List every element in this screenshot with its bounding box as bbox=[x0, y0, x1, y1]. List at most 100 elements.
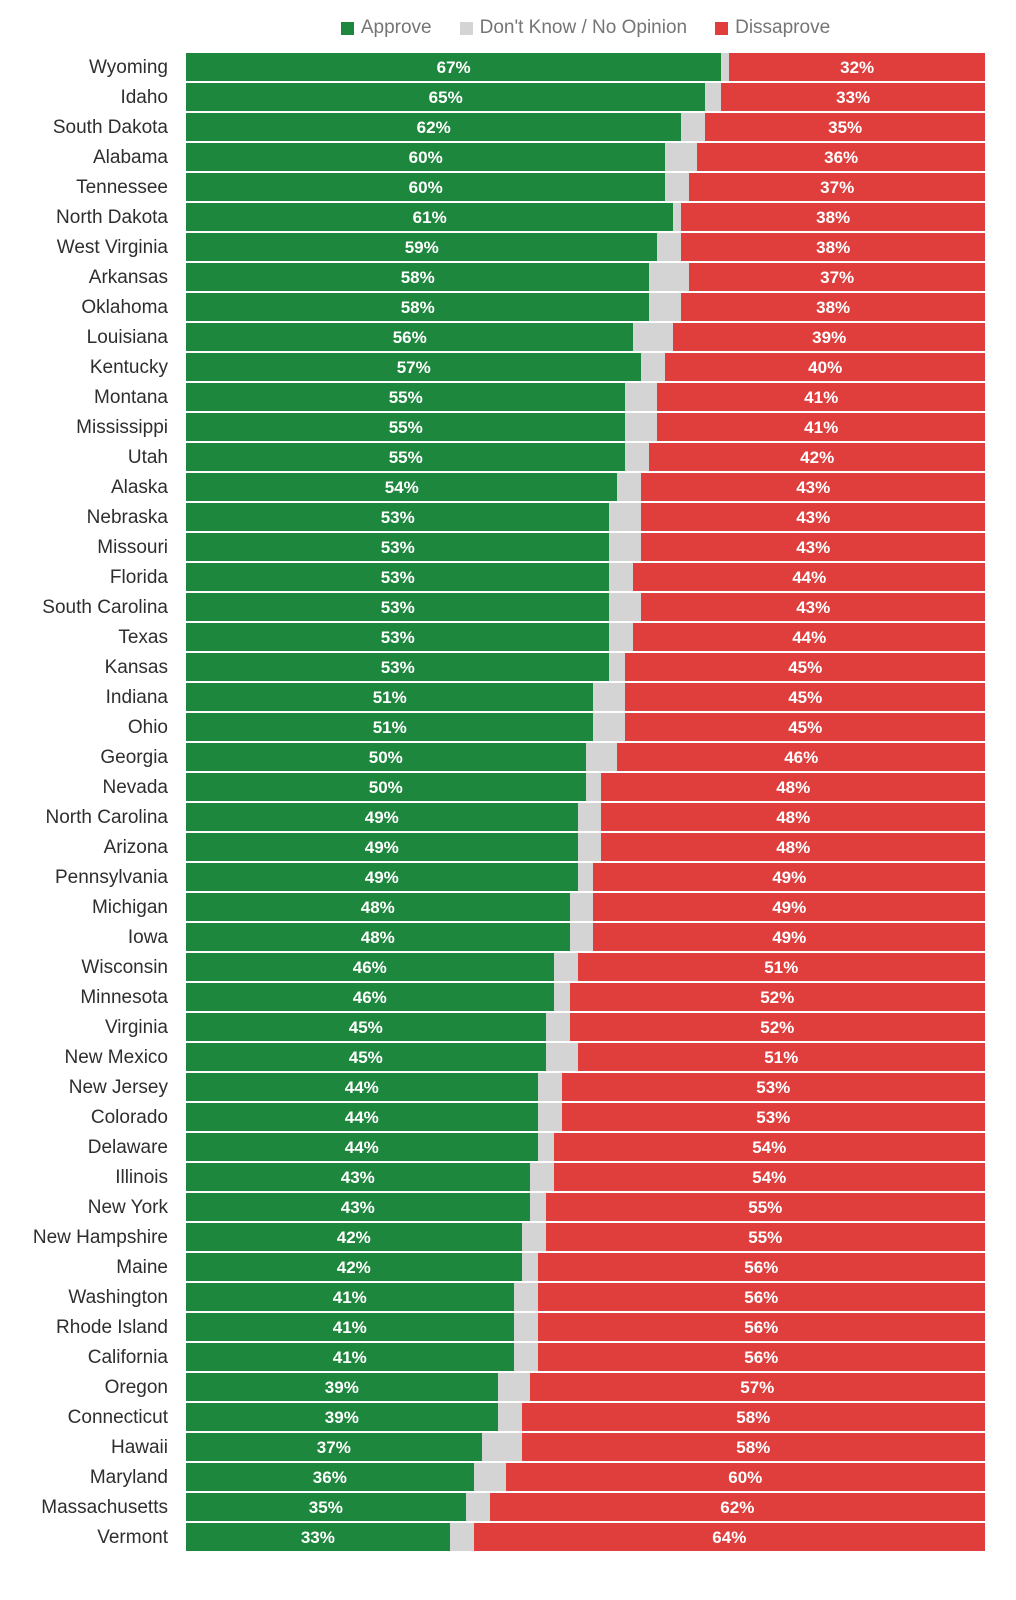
state-row: Maryland 36% 60% bbox=[0, 1462, 985, 1492]
state-label: Louisiana bbox=[86, 326, 168, 348]
state-bar: 57% 40% bbox=[186, 353, 985, 381]
disapprove-bar-segment: 49% bbox=[593, 863, 985, 891]
disapprove-bar-segment: 43% bbox=[641, 593, 985, 621]
disapprove-bar-segment: 51% bbox=[577, 953, 985, 981]
dont-know-bar-segment bbox=[665, 173, 690, 201]
dont-know-bar-segment bbox=[481, 1433, 522, 1461]
approve-value: 43% bbox=[340, 1167, 375, 1187]
disapprove-value: 49% bbox=[772, 927, 807, 947]
state-approval-chart: Approve Don't Know / No Opinion Dissapro… bbox=[0, 0, 1016, 1552]
disapprove-bar-segment: 51% bbox=[577, 1043, 985, 1071]
approve-bar-segment: 58% bbox=[186, 293, 650, 321]
state-bar: 65% 33% bbox=[186, 83, 985, 111]
approve-bar-segment: 53% bbox=[186, 563, 610, 591]
approve-bar-segment: 55% bbox=[186, 383, 626, 411]
dont-know-bar-segment bbox=[625, 443, 650, 471]
approve-value: 44% bbox=[344, 1077, 379, 1097]
state-row: New Mexico 45% 51% bbox=[0, 1042, 985, 1072]
state-bar: 49% 48% bbox=[186, 833, 985, 861]
dont-know-bar-segment bbox=[513, 1283, 538, 1311]
state-label: Pennsylvania bbox=[54, 866, 168, 888]
state-label: Maryland bbox=[89, 1466, 168, 1488]
approve-bar-segment: 46% bbox=[186, 953, 554, 981]
dont-know-bar-segment bbox=[617, 473, 642, 501]
state-bar: 46% 52% bbox=[186, 983, 985, 1011]
disapprove-value: 49% bbox=[772, 897, 807, 917]
state-bar: 44% 54% bbox=[186, 1133, 985, 1161]
disapprove-bar-segment: 46% bbox=[617, 743, 985, 771]
approve-value: 58% bbox=[400, 297, 435, 317]
state-label: Washington bbox=[68, 1286, 168, 1308]
state-row: North Carolina 49% 48% bbox=[0, 802, 985, 832]
state-label: Delaware bbox=[87, 1136, 168, 1158]
approve-value: 53% bbox=[380, 537, 415, 557]
state-label: Georgia bbox=[100, 746, 168, 768]
state-label: Ohio bbox=[127, 716, 168, 738]
approve-bar-segment: 48% bbox=[186, 893, 570, 921]
approve-value: 50% bbox=[368, 747, 403, 767]
state-bar: 53% 43% bbox=[186, 533, 985, 561]
approve-bar-segment: 42% bbox=[186, 1253, 522, 1281]
state-row: Utah 55% 42% bbox=[0, 442, 985, 472]
dont-know-bar-segment bbox=[545, 1043, 578, 1071]
disapprove-value: 41% bbox=[804, 417, 839, 437]
state-bar: 39% 57% bbox=[186, 1373, 985, 1401]
state-row: Alaska 54% 43% bbox=[0, 472, 985, 502]
state-row: Rhode Island 41% 56% bbox=[0, 1312, 985, 1342]
approve-value: 55% bbox=[388, 387, 423, 407]
state-label: Virginia bbox=[104, 1016, 168, 1038]
approve-bar-segment: 39% bbox=[186, 1403, 498, 1431]
disapprove-bar-segment: 44% bbox=[633, 563, 985, 591]
state-row: Maine 42% 56% bbox=[0, 1252, 985, 1282]
disapprove-value: 44% bbox=[792, 627, 827, 647]
disapprove-value: 56% bbox=[744, 1257, 779, 1277]
disapprove-value: 45% bbox=[788, 657, 823, 677]
disapprove-value: 42% bbox=[800, 447, 835, 467]
state-row: Connecticut 39% 58% bbox=[0, 1402, 985, 1432]
disapprove-value: 58% bbox=[736, 1437, 771, 1457]
disapprove-value: 43% bbox=[796, 597, 831, 617]
approve-bar-segment: 60% bbox=[186, 173, 666, 201]
approve-value: 36% bbox=[312, 1467, 347, 1487]
dont-know-bar-segment bbox=[529, 1193, 546, 1221]
disapprove-value: 64% bbox=[712, 1527, 747, 1547]
approve-value: 49% bbox=[364, 867, 399, 887]
dont-know-bar-segment bbox=[705, 83, 722, 111]
disapprove-value: 51% bbox=[764, 1047, 799, 1067]
approve-bar-segment: 61% bbox=[186, 203, 674, 231]
disapprove-value: 54% bbox=[752, 1137, 787, 1157]
state-label: Oregon bbox=[104, 1376, 168, 1398]
state-row: North Dakota 61% 38% bbox=[0, 202, 985, 232]
disapprove-value: 60% bbox=[728, 1467, 763, 1487]
approve-bar-segment: 53% bbox=[186, 503, 610, 531]
state-row: Wyoming 67% 32% bbox=[0, 52, 985, 82]
state-label: Maine bbox=[116, 1256, 168, 1278]
state-row: Vermont 33% 64% bbox=[0, 1522, 985, 1552]
approve-swatch-icon bbox=[340, 21, 354, 35]
state-bar: 41% 56% bbox=[186, 1313, 985, 1341]
dont-know-bar-segment bbox=[545, 1013, 570, 1041]
state-row: California 41% 56% bbox=[0, 1342, 985, 1372]
state-bar: 50% 46% bbox=[186, 743, 985, 771]
approve-value: 55% bbox=[388, 447, 423, 467]
state-row: Florida 53% 44% bbox=[0, 562, 985, 592]
approve-value: 42% bbox=[336, 1227, 371, 1247]
disapprove-value: 38% bbox=[816, 237, 851, 257]
disapprove-value: 33% bbox=[836, 87, 871, 107]
state-row: West Virginia 59% 38% bbox=[0, 232, 985, 262]
disapprove-value: 55% bbox=[748, 1197, 783, 1217]
state-label: Idaho bbox=[120, 86, 168, 108]
approve-bar-segment: 37% bbox=[186, 1433, 482, 1461]
approve-bar-segment: 49% bbox=[186, 803, 578, 831]
disapprove-bar-segment: 38% bbox=[681, 233, 985, 261]
dont-know-bar-segment bbox=[649, 293, 682, 321]
dont-know-bar-segment bbox=[569, 893, 594, 921]
dont-know-bar-segment bbox=[609, 563, 634, 591]
dont-know-bar-segment bbox=[577, 803, 602, 831]
approve-bar-segment: 33% bbox=[186, 1523, 450, 1551]
state-label: Iowa bbox=[127, 926, 168, 948]
legend: Approve Don't Know / No Opinion Dissapro… bbox=[0, 0, 1016, 52]
disapprove-bar-segment: 43% bbox=[641, 503, 985, 531]
disapprove-value: 56% bbox=[744, 1317, 779, 1337]
dont-know-bar-segment bbox=[537, 1073, 562, 1101]
